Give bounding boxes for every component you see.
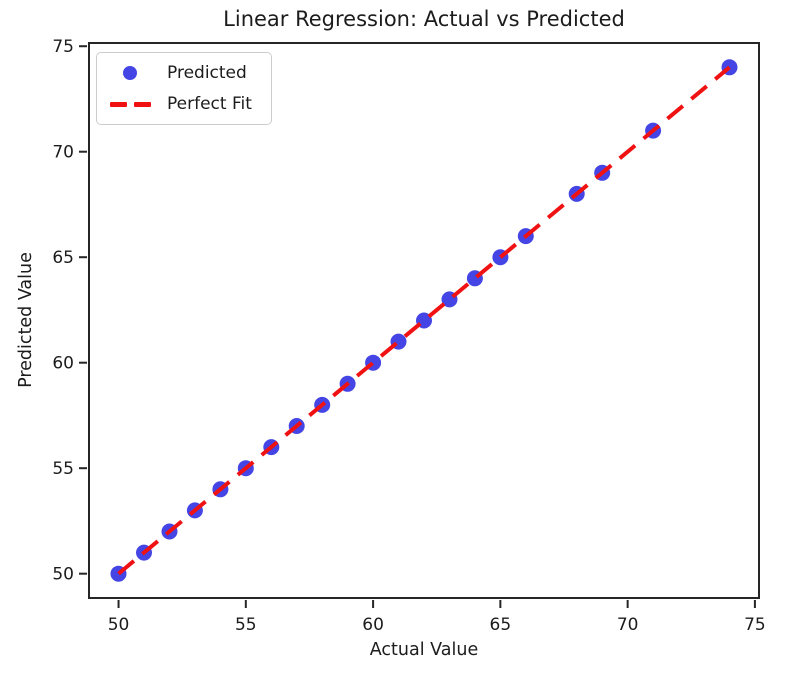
legend-item-perfect-fit: Perfect Fit [105, 93, 259, 115]
x-tick-label: 70 [617, 615, 639, 635]
y-tick-label: 70 [52, 143, 74, 163]
y-tick-label: 60 [52, 354, 74, 374]
y-axis-label: Predicted Value [16, 252, 36, 388]
legend-swatch-predicted [105, 66, 155, 80]
x-axis-label: Actual Value [369, 640, 479, 660]
dashed-line-icon [109, 101, 151, 107]
x-tick-label: 50 [108, 615, 130, 635]
x-tick-label: 65 [490, 615, 512, 635]
legend: Predicted Perfect Fit [96, 52, 272, 125]
y-tick-label: 55 [52, 459, 74, 479]
y-tick-label: 65 [52, 248, 74, 268]
chart-title: Linear Regression: Actual vs Predicted [223, 7, 625, 31]
x-tick-label: 60 [362, 615, 384, 635]
legend-item-predicted: Predicted [105, 62, 259, 84]
x-tick-label: 55 [235, 615, 257, 635]
scatter-marker-icon [123, 66, 137, 80]
legend-swatch-perfect-fit [105, 101, 155, 107]
y-tick-label: 50 [52, 565, 74, 585]
legend-label-predicted: Predicted [167, 63, 247, 83]
legend-label-perfect-fit: Perfect Fit [167, 94, 252, 114]
perfect-fit-line [117, 65, 731, 576]
x-tick-label: 75 [744, 615, 766, 635]
y-tick-label: 75 [52, 37, 74, 57]
